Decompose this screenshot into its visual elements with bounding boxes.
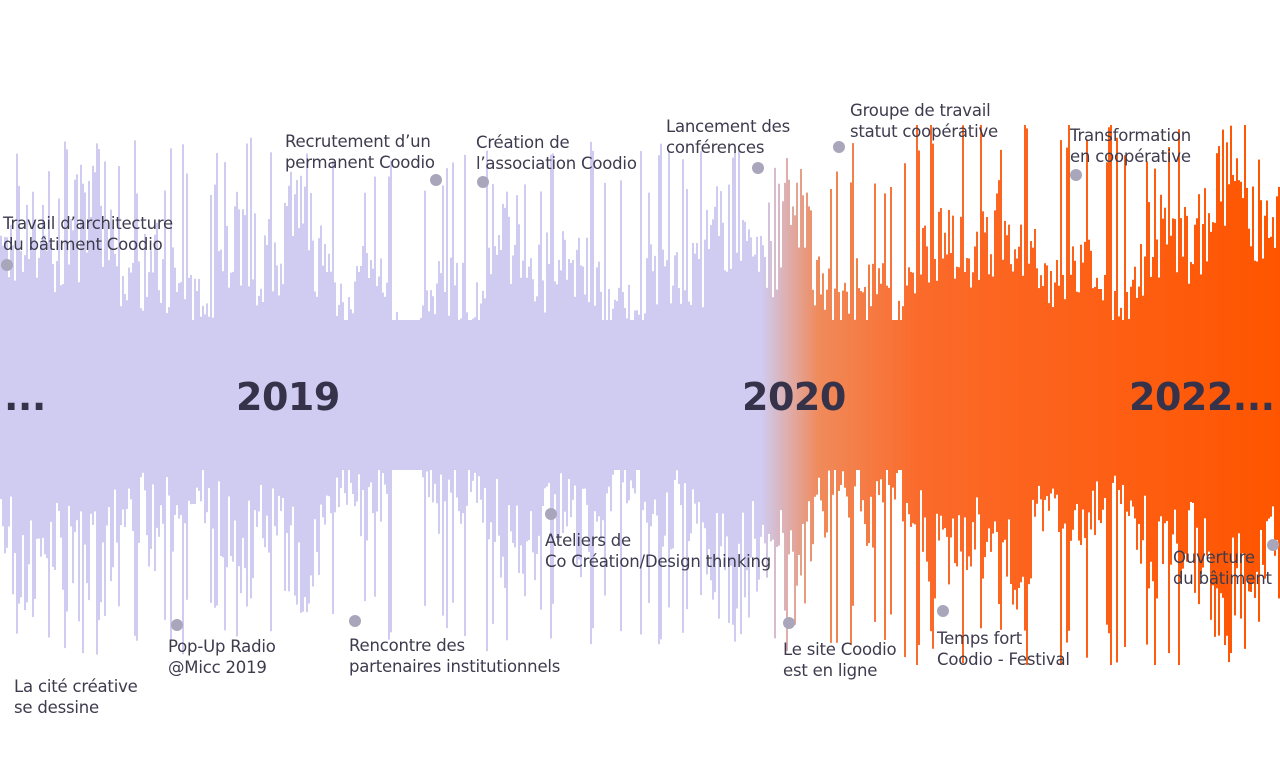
event-recruitment-marker [430,174,442,186]
event-partners-marker [349,615,361,627]
event-cooperative-label: Transformation en coopérative [1070,126,1191,166]
event-recruitment-label: Recrutement d’un permanent Coodio [285,132,435,172]
event-architecture-marker [1,259,13,271]
event-popup-radio-marker [171,619,183,631]
event-cooperative-marker [1070,169,1082,181]
year-label-2022: 2022... [1129,375,1275,419]
event-partners-label: Rencontre des partenaires institutionnel… [349,636,561,676]
event-workshops-label: Ateliers de Co Création/Design thinking [545,531,772,571]
event-website-marker [783,617,795,629]
event-working-group-label: Groupe de travail statut coopérative [850,101,998,141]
event-opening-marker [1267,539,1279,551]
event-association-label: Création de l’association Coodio [476,133,637,173]
event-website-label: Le site Coodio est en ligne [783,640,897,680]
event-workshops-marker [545,508,557,520]
year-label-2019: 2019 [236,375,340,419]
event-festival-label: Temps fort Coodio - Festival [937,629,1070,669]
event-conferences-label: Lancement des conférences [666,117,791,157]
event-creative-city-label: La cité créative se dessine [14,677,138,717]
event-working-group-marker [833,141,845,153]
event-architecture-label: Travail d’architecture du bâtiment Coodi… [3,214,173,254]
event-festival-marker [937,605,949,617]
event-conferences-marker [752,162,764,174]
year-label-2020: 2020 [742,375,846,419]
year-label-start: ... [4,375,46,419]
event-association-marker [477,176,489,188]
event-opening-label: Ouverture du bâtiment [1173,548,1272,588]
event-popup-radio-label: Pop-Up Radio @Micc 2019 [168,637,276,677]
